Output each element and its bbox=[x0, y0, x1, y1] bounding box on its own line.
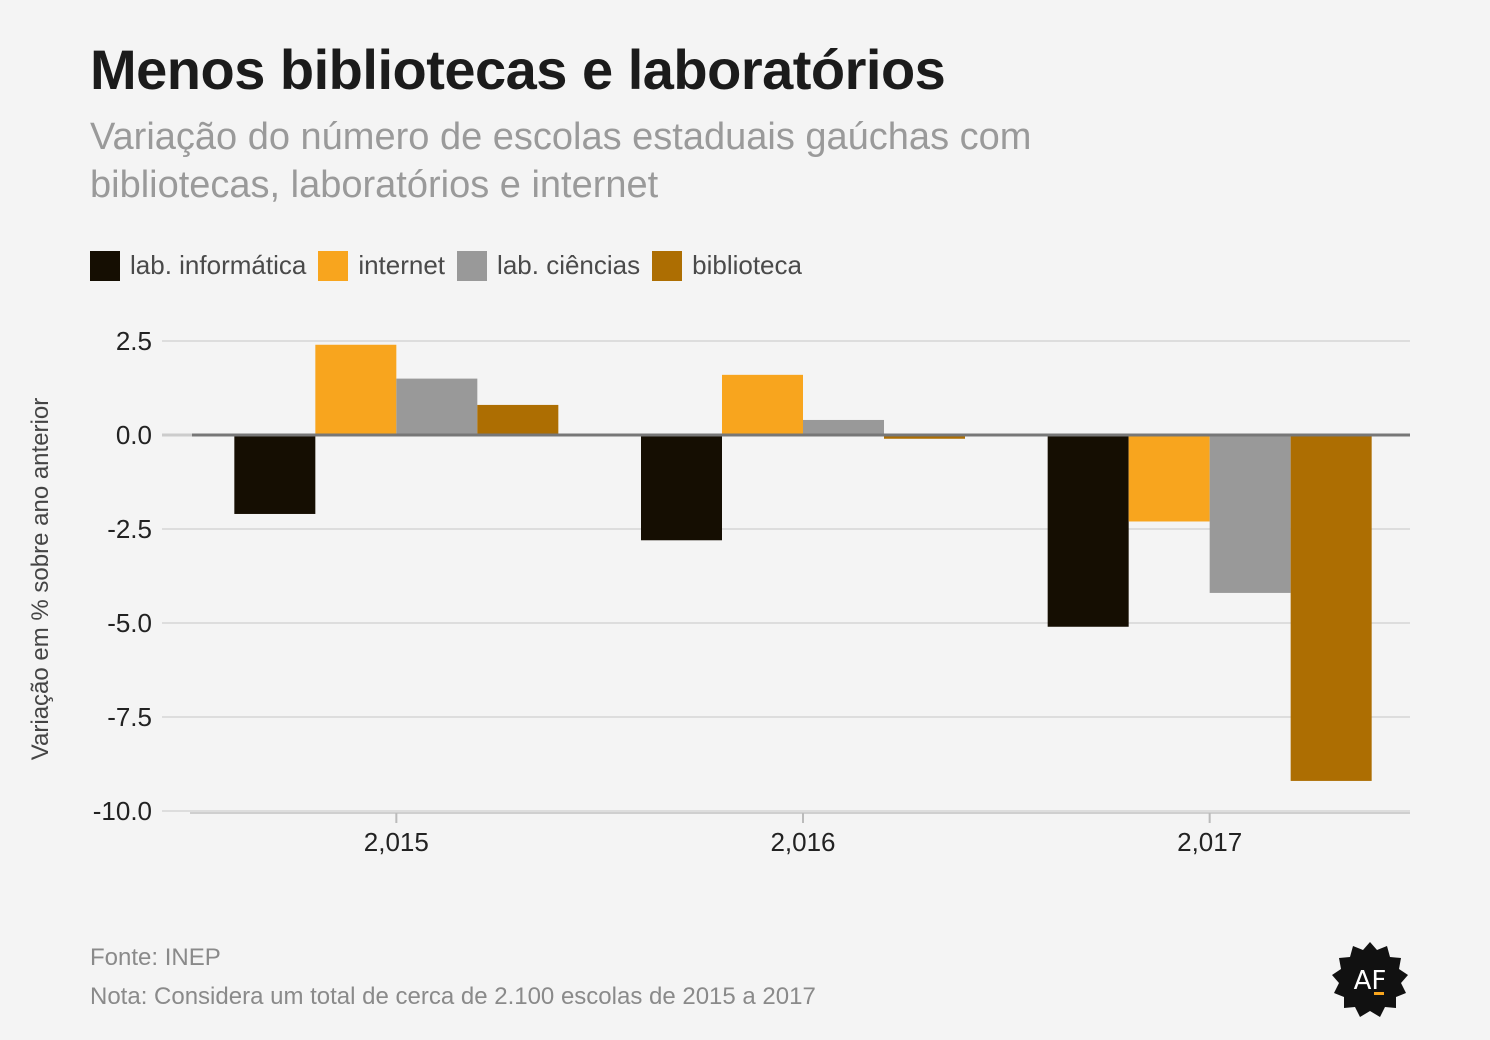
y-tick-label: 2.5 bbox=[116, 326, 152, 356]
legend-label: lab. informática bbox=[130, 250, 307, 280]
y-tick-label: -5.0 bbox=[107, 608, 152, 638]
badge-text: AF bbox=[1354, 966, 1387, 996]
bar bbox=[477, 404, 559, 435]
y-tick-label: -2.5 bbox=[107, 514, 152, 544]
bar bbox=[641, 435, 722, 541]
af-badge-icon: AF bbox=[1332, 942, 1408, 1017]
bar bbox=[722, 374, 803, 435]
legend-item-biblioteca: biblioteca bbox=[652, 250, 802, 281]
legend-item-lab-informatica: lab. informática bbox=[90, 250, 306, 281]
bar bbox=[803, 419, 884, 435]
bar bbox=[884, 435, 965, 439]
bar bbox=[234, 435, 316, 514]
x-tick-label: 2,016 bbox=[770, 827, 835, 857]
y-tick-label: 0.0 bbox=[116, 420, 152, 450]
legend-item-internet: internet bbox=[318, 250, 445, 281]
legend-item-lab-ciencias: lab. ciências bbox=[457, 250, 640, 281]
badge-accent bbox=[1374, 992, 1384, 995]
note-text: Nota: Considera um total de cerca de 2.1… bbox=[90, 983, 816, 1010]
bar bbox=[1290, 435, 1372, 781]
legend-swatch bbox=[652, 250, 683, 281]
bar bbox=[315, 344, 397, 435]
bar bbox=[1128, 435, 1210, 522]
legend-swatch bbox=[318, 250, 349, 281]
legend-swatch bbox=[90, 250, 120, 281]
bar bbox=[396, 378, 478, 435]
bar bbox=[1047, 435, 1129, 627]
bar bbox=[1209, 435, 1291, 593]
chart-subtitle: Variação do número de escolas estaduais … bbox=[90, 116, 1032, 206]
x-tick-label: 2,017 bbox=[1177, 827, 1242, 857]
chart-title: Menos bibliotecas e laboratórios bbox=[90, 38, 946, 101]
y-axis-label: Variação em % sobre ano anterior bbox=[27, 398, 54, 760]
legend-label: internet bbox=[358, 250, 446, 280]
y-tick-label: -7.5 bbox=[107, 702, 152, 732]
chart-legend: lab. informática internet lab. ciências … bbox=[90, 250, 814, 281]
legend-label: biblioteca bbox=[692, 250, 802, 280]
badge-shape bbox=[1332, 942, 1408, 1017]
source-text: Fonte: INEP bbox=[90, 944, 221, 971]
y-tick-label: -10.0 bbox=[93, 796, 152, 826]
legend-swatch bbox=[457, 250, 488, 281]
x-tick-label: 2,015 bbox=[364, 827, 429, 857]
bar-chart: 2.5 0.0 -2.5 -5.0 -7.5 -10.0 2,015 2,016 2,017 Va… bbox=[27, 326, 1410, 857]
legend-label: lab. ciências bbox=[497, 250, 641, 280]
